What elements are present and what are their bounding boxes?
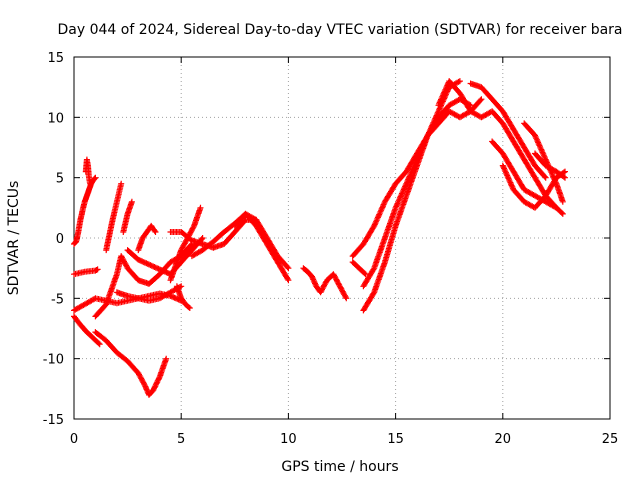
series-arc-mid-2 <box>113 283 185 304</box>
series-marks-23 <box>467 80 549 181</box>
series-marks-18 <box>349 259 369 278</box>
series-marks-2 <box>92 329 170 398</box>
series-arc-climb-b <box>103 180 125 254</box>
series-marks-4 <box>71 313 103 348</box>
series-marks-20 <box>360 96 474 290</box>
series-arc-mid-low <box>71 266 101 278</box>
series-marks-9 <box>135 222 159 254</box>
y-tick-label-6: 15 <box>47 51 64 66</box>
series-marks-7 <box>103 180 125 254</box>
series-marks-21 <box>349 96 485 260</box>
x-tick-label-4: 20 <box>495 432 512 447</box>
series-arc-peak-1 <box>435 78 560 211</box>
series-arc-low-dip <box>92 329 170 398</box>
x-tick-label-0: 0 <box>70 432 78 447</box>
series-marks-1 <box>82 156 94 187</box>
series-arc-early-rise <box>71 174 99 247</box>
y-tick-label-1: -10 <box>43 353 64 368</box>
series-marks-15 <box>231 210 292 284</box>
series-marks-13 <box>167 216 260 251</box>
x-tick-label-2: 10 <box>280 432 297 447</box>
series-arc-climb-c <box>120 198 135 235</box>
series-marks-0 <box>71 174 99 247</box>
series-marks-16 <box>173 283 193 311</box>
series-arc-neg-short <box>71 313 103 348</box>
series-arc-climb-d <box>135 222 159 254</box>
series-arc-early-peak <box>82 156 94 187</box>
y-tick-label-5: 10 <box>47 111 64 126</box>
series-marks-22 <box>435 78 560 211</box>
series-arc-mid-6 <box>231 210 292 284</box>
x-axis-label: GPS time / hours <box>281 459 398 475</box>
series-arc-hook <box>173 283 193 311</box>
tick-labels: 0 5 10 15 20 25 -15 -10 -5 0 5 10 15 <box>43 51 619 447</box>
series-arc-rise-c <box>349 96 485 260</box>
series-marks-27 <box>532 150 568 181</box>
chart-title: Day 044 of 2024, Sidereal Day-to-day VTE… <box>57 22 622 38</box>
series-arc-peak-2 <box>467 80 549 181</box>
x-tick-label-5: 25 <box>602 432 619 447</box>
y-tick-label-0: -15 <box>43 413 64 428</box>
series-arc-gap-1 <box>300 265 350 302</box>
series-arc-fall-4 <box>532 150 568 181</box>
series-arc-gap-2 <box>349 259 369 278</box>
series-marks-11 <box>113 283 185 304</box>
series-arc-rise-b <box>360 96 474 290</box>
y-axis-label: SDTVAR / TECUs <box>6 181 22 296</box>
series-marks-5 <box>71 266 101 278</box>
x-tick-label-1: 5 <box>177 432 185 447</box>
data-marks <box>71 78 568 398</box>
y-tick-label-4: 5 <box>56 172 64 187</box>
series-marks-17 <box>300 265 350 302</box>
series-arc-mid-4 <box>167 216 260 251</box>
y-tick-label-3: 0 <box>56 232 64 247</box>
series-marks-8 <box>120 198 135 235</box>
x-tick-label-3: 15 <box>387 432 404 447</box>
grid-lines <box>74 57 610 419</box>
y-tick-label-2: -5 <box>51 292 64 307</box>
